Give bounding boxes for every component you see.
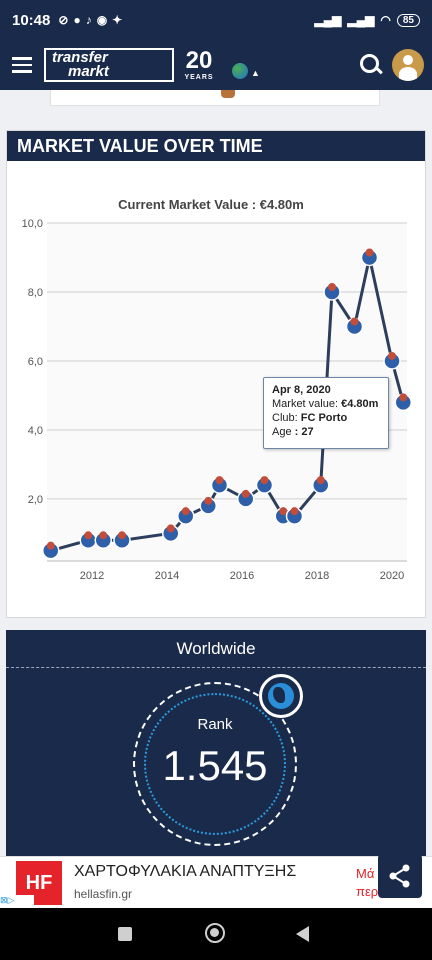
globe-icon[interactable] xyxy=(232,63,248,79)
x-tick-label: 2020 xyxy=(380,570,404,582)
club-crest-icon xyxy=(316,476,325,485)
wifi-icon: ◠ xyxy=(380,13,391,27)
signal-icon: ▂▄▆ xyxy=(314,13,342,27)
recents-button[interactable] xyxy=(118,927,132,941)
tiktok-icon: ♪ xyxy=(85,13,92,27)
y-tick-label: 4,0 xyxy=(28,425,43,437)
battery-icon: 85 xyxy=(396,13,420,27)
ad-title: ΧΑΡΤΟΦΥΛΑΚΙΑ ΑΝΑΠΤΥΞΗΣ xyxy=(74,863,297,880)
years-label: YEARS xyxy=(184,74,214,81)
tooltip-club: FC Porto xyxy=(300,412,348,424)
club-crest-icon xyxy=(350,317,359,326)
section-title: MARKET VALUE OVER TIME xyxy=(7,131,425,161)
system-nav-bar xyxy=(0,908,432,960)
club-crest-icon xyxy=(399,393,408,402)
rank-ring-outer xyxy=(133,682,297,846)
club-crest-icon xyxy=(388,351,396,360)
y-tick-label: 8,0 xyxy=(28,287,43,299)
share-button[interactable] xyxy=(378,854,422,898)
status-bar: 10:48 ⊘ ● ♪ ◉ ✦ ▂▄▆ ▂▄▆ ◠ 85 xyxy=(0,0,432,40)
club-crest-icon xyxy=(99,531,108,540)
avatar[interactable] xyxy=(392,49,424,81)
club-crest-icon xyxy=(279,507,288,516)
club-crest-icon xyxy=(365,248,374,257)
club-crest-icon xyxy=(221,90,235,98)
club-crest-icon xyxy=(328,282,336,291)
market-value-section: MARKET VALUE OVER TIME Current Market Va… xyxy=(6,130,426,618)
tooltip-date: Apr 8, 2020 xyxy=(272,384,331,396)
club-crest-icon xyxy=(46,541,55,550)
ad-cta-line1: Μά xyxy=(356,866,375,881)
caret-up-icon[interactable]: ▲ xyxy=(251,68,260,78)
years-number: 20 xyxy=(185,47,213,74)
adchoices-icon[interactable]: ⊠▷ xyxy=(0,895,34,909)
club-crest-icon xyxy=(118,531,126,540)
menu-icon[interactable] xyxy=(0,40,44,90)
worldwide-rank-section: Worldwide Rank 1.545 xyxy=(6,630,426,856)
signal-icon-2: ▂▄▆ xyxy=(347,13,375,27)
search-icon[interactable] xyxy=(348,40,392,90)
x-tick-label: 2012 xyxy=(80,570,104,582)
back-button[interactable] xyxy=(296,926,309,942)
x-tick-label: 2014 xyxy=(155,570,179,582)
x-tick-label: 2016 xyxy=(230,570,254,582)
notification-icons: ⊘ ● ♪ ◉ ✦ xyxy=(58,13,122,27)
rank-value: 1.545 xyxy=(162,742,268,789)
worldwide-title: Worldwide xyxy=(6,630,426,668)
club-crest-icon xyxy=(84,531,93,540)
club-crest-icon xyxy=(260,476,269,485)
y-tick-label: 6,0 xyxy=(28,356,43,368)
years-badge: 20 YEARS xyxy=(176,48,222,82)
y-tick-label: 2,0 xyxy=(28,494,43,506)
ad-cta[interactable]: Μά περ xyxy=(356,865,378,901)
chart-title: Current Market Value : €4.80m xyxy=(118,197,304,212)
football-icon: ◉ xyxy=(96,13,108,27)
ad-banner[interactable]: HF ΧΑΡΤΟΦΥΛΑΚΙΑ ΑΝΑΠΤΥΞΗΣ hellasfin.gr Μ… xyxy=(0,856,432,909)
ad-cta-line2: περ xyxy=(356,884,379,899)
previous-card xyxy=(50,90,380,106)
chart-tooltip: Apr 8, 2020 Market value: €4.80m Club: F… xyxy=(263,377,389,449)
tooltip-club-label: Club: xyxy=(272,412,298,424)
globe-americas-icon xyxy=(259,674,303,718)
status-time: 10:48 xyxy=(12,11,51,29)
market-value-chart[interactable]: Current Market Value : €4.80m 2,0 4,0 6,0 8… xyxy=(7,161,427,619)
club-crest-icon xyxy=(204,496,213,505)
app-header: transfer markt 20 YEARS ▲ xyxy=(0,40,432,90)
rank-ring-inner xyxy=(144,693,286,835)
ad-url: hellasfin.gr xyxy=(74,887,133,901)
club-crest-icon xyxy=(181,507,190,516)
facebook-icon: ● xyxy=(73,13,81,27)
club-crest-icon xyxy=(215,476,224,485)
rank-label: Rank xyxy=(197,716,233,733)
x-tick-label: 2018 xyxy=(305,570,329,582)
tooltip-age: 27 xyxy=(301,426,314,438)
logo-line2: markt xyxy=(68,63,109,80)
twitter-icon: ✦ xyxy=(112,13,123,27)
club-crest-icon xyxy=(241,489,250,498)
notification-off-icon: ⊘ xyxy=(58,13,69,27)
tooltip-age-label: Age xyxy=(272,426,292,438)
tooltip-value-label: Market value: xyxy=(272,398,339,410)
logo-line1: transfer xyxy=(52,49,108,66)
y-tick-label: 10,0 xyxy=(22,218,43,230)
club-crest-icon xyxy=(290,507,299,516)
transfermarkt-logo[interactable]: transfer markt xyxy=(44,48,174,82)
tooltip-value: €4.80m xyxy=(341,398,379,410)
club-crest-icon xyxy=(166,524,175,533)
share-icon xyxy=(389,864,410,888)
home-button[interactable] xyxy=(205,923,225,943)
